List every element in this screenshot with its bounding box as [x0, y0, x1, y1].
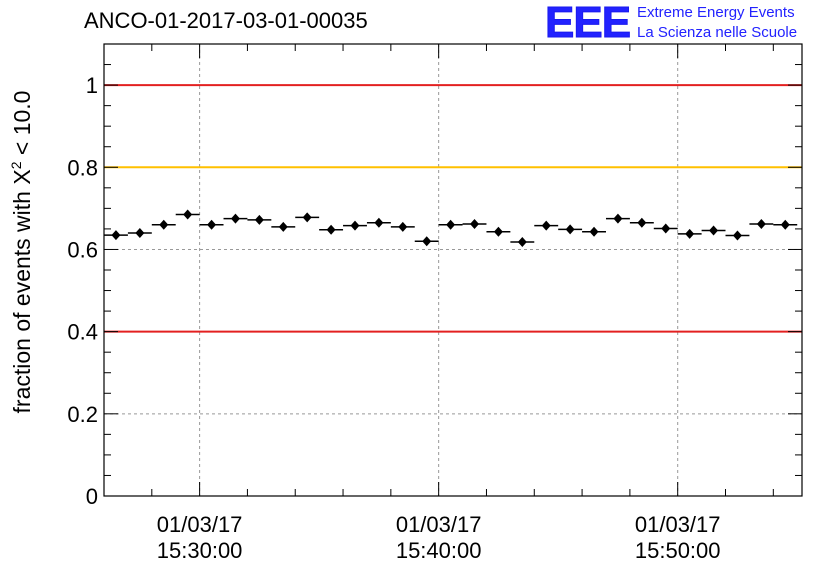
- y-tick-label: 1: [86, 73, 98, 98]
- data-point-marker: [183, 209, 193, 220]
- data-point-marker: [541, 220, 551, 231]
- data-point-marker: [732, 230, 742, 241]
- data-point-marker: [398, 221, 408, 232]
- data-point-marker: [278, 221, 288, 232]
- data-point-marker: [111, 230, 121, 241]
- data-point-marker: [637, 217, 647, 228]
- x-tick-label-date: 01/03/17: [157, 512, 243, 537]
- data-point-marker: [756, 218, 766, 229]
- data-point-marker: [135, 228, 145, 239]
- x-tick-label-time: 15:30:00: [157, 538, 243, 563]
- logo-line-2: La Scienza nelle Scuole: [637, 24, 798, 41]
- data-point-marker: [254, 214, 264, 225]
- data-point-marker: [685, 228, 695, 239]
- data-point-marker: [780, 219, 790, 230]
- x-tick-label-date: 01/03/17: [396, 512, 482, 537]
- y-tick-label: 0.4: [67, 320, 98, 345]
- data-point-marker: [589, 226, 599, 237]
- logo-mark: EEE: [544, 0, 631, 48]
- data-point-marker: [517, 237, 527, 248]
- data-point-marker: [661, 223, 671, 234]
- data-point-marker: [565, 224, 575, 235]
- data-point-marker: [302, 212, 312, 223]
- y-tick-label: 0: [86, 484, 98, 509]
- x-tick-label-date: 01/03/17: [635, 512, 721, 537]
- data-point-marker: [470, 218, 480, 229]
- data-point-marker: [207, 219, 217, 230]
- data-point-marker: [374, 217, 384, 228]
- data-point-marker: [709, 225, 719, 236]
- eee-logo: EEE Extreme Energy Events La Scienza nel…: [544, 0, 825, 48]
- data-point-marker: [159, 219, 169, 230]
- data-point-marker: [446, 219, 456, 230]
- data-point-marker: [326, 224, 336, 235]
- data-point-marker: [422, 236, 432, 247]
- data-point-marker: [350, 220, 360, 231]
- chart-title: ANCO-01-2017-03-01-00035: [84, 8, 368, 33]
- data-point-marker: [493, 226, 503, 237]
- data-point-marker: [230, 213, 240, 224]
- y-tick-label: 0.8: [67, 155, 98, 180]
- x-tick-label-time: 15:50:00: [635, 538, 721, 563]
- y-tick-label: 0.2: [67, 402, 98, 427]
- plot-frame: [103, 43, 803, 497]
- logo-line-1: Extreme Energy Events: [637, 4, 795, 21]
- x-tick-label-time: 15:40:00: [396, 538, 482, 563]
- y-tick-label: 0.6: [67, 237, 98, 262]
- data-point-marker: [613, 213, 623, 224]
